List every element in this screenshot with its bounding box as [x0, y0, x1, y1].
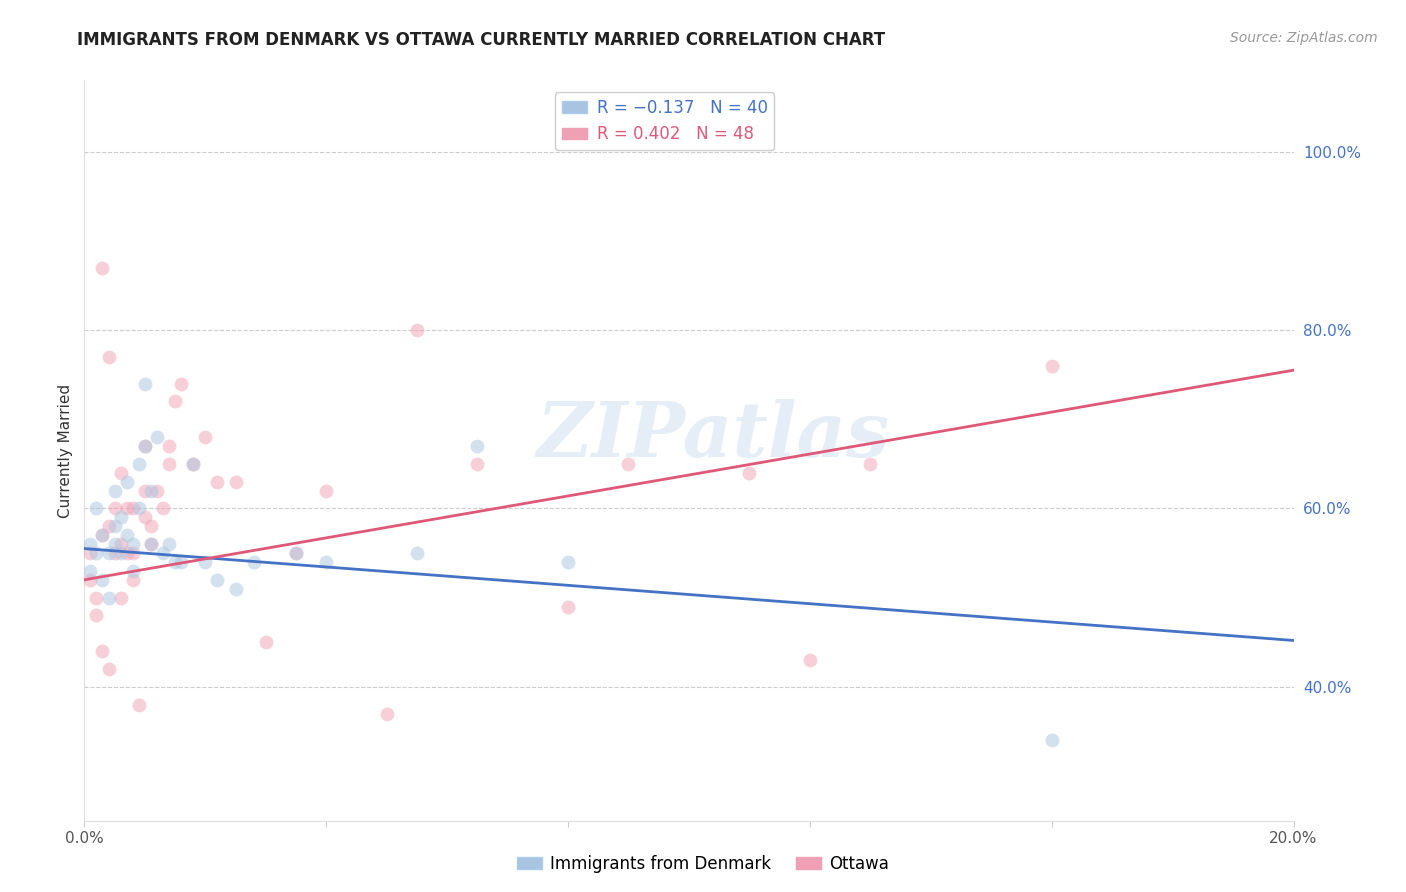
Point [121, 501, 143, 516]
Point [181, 457, 204, 471]
Legend: Immigrants from Denmark, Ottawa: Immigrants from Denmark, Ottawa [510, 848, 896, 880]
Point [165, 394, 187, 409]
Point [110, 591, 132, 605]
Point [225, 475, 247, 489]
Point [1040, 359, 1063, 373]
Point [242, 555, 264, 569]
Point [86, 608, 108, 623]
Point [315, 483, 337, 498]
Point [115, 475, 138, 489]
Point [97, 591, 120, 605]
Point [139, 537, 162, 551]
Point [91, 260, 114, 275]
Point [617, 457, 640, 471]
Point [121, 573, 143, 587]
Text: Source: ZipAtlas.com: Source: ZipAtlas.com [1230, 31, 1378, 45]
Point [467, 457, 489, 471]
Point [86, 546, 108, 560]
Point [194, 430, 217, 444]
Point [79, 546, 101, 560]
Point [97, 519, 120, 533]
Point [152, 546, 174, 560]
Point [375, 706, 398, 721]
Point [285, 546, 308, 560]
Point [406, 546, 429, 560]
Point [115, 546, 138, 560]
Point [557, 599, 579, 614]
Point [170, 376, 193, 391]
Point [110, 510, 132, 524]
Point [86, 501, 108, 516]
Point [406, 323, 429, 337]
Point [91, 644, 114, 658]
Point [799, 653, 821, 667]
Point [115, 501, 138, 516]
Y-axis label: Currently Married: Currently Married [58, 384, 73, 517]
Point [91, 528, 114, 542]
Point [181, 457, 204, 471]
Point [110, 537, 132, 551]
Point [91, 573, 114, 587]
Point [128, 698, 150, 712]
Point [157, 457, 180, 471]
Point [194, 555, 217, 569]
Point [225, 582, 247, 596]
Point [104, 519, 127, 533]
Point [79, 537, 101, 551]
Point [1040, 733, 1063, 747]
Point [146, 483, 169, 498]
Point [110, 466, 132, 480]
Point [254, 635, 277, 649]
Point [557, 555, 579, 569]
Point [79, 573, 101, 587]
Point [207, 475, 229, 489]
Point [91, 528, 114, 542]
Point [121, 564, 143, 578]
Text: IMMIGRANTS FROM DENMARK VS OTTAWA CURRENTLY MARRIED CORRELATION CHART: IMMIGRANTS FROM DENMARK VS OTTAWA CURREN… [77, 31, 886, 49]
Point [134, 439, 156, 453]
Point [467, 439, 489, 453]
Point [157, 537, 180, 551]
Point [104, 546, 127, 560]
Point [97, 662, 120, 676]
Point [79, 564, 101, 578]
Legend: R = −0.137   N = 40, R = 0.402   N = 48: R = −0.137 N = 40, R = 0.402 N = 48 [555, 92, 775, 150]
Point [315, 555, 337, 569]
Point [139, 537, 162, 551]
Point [121, 546, 143, 560]
Point [285, 546, 308, 560]
Point [97, 546, 120, 560]
Point [134, 483, 156, 498]
Point [157, 439, 180, 453]
Point [104, 537, 127, 551]
Point [146, 430, 169, 444]
Text: ZIPatlas: ZIPatlas [537, 399, 890, 473]
Point [134, 376, 156, 391]
Point [104, 483, 127, 498]
Point [207, 573, 229, 587]
Point [170, 555, 193, 569]
Point [738, 466, 761, 480]
Point [139, 519, 162, 533]
Point [104, 501, 127, 516]
Point [86, 591, 108, 605]
Point [128, 501, 150, 516]
Point [134, 439, 156, 453]
Point [110, 546, 132, 560]
Point [121, 537, 143, 551]
Point [859, 457, 882, 471]
Point [97, 350, 120, 364]
Point [139, 483, 162, 498]
Point [165, 555, 187, 569]
Point [152, 501, 174, 516]
Point [134, 510, 156, 524]
Point [128, 457, 150, 471]
Point [115, 528, 138, 542]
